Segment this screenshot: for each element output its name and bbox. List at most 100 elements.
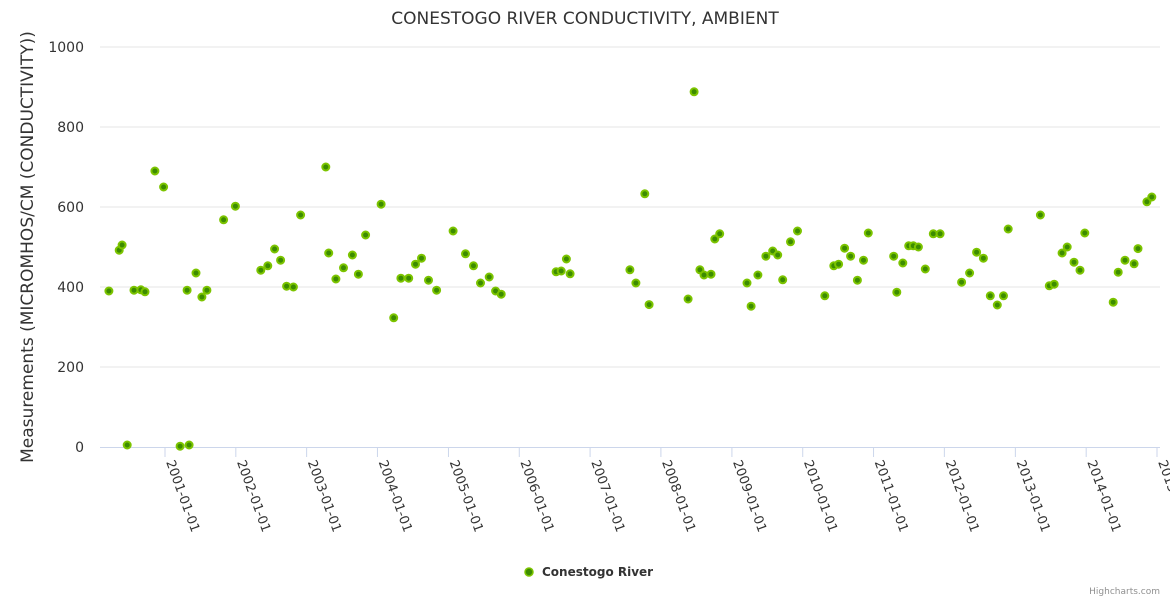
data-point[interactable] (104, 286, 114, 296)
data-point[interactable] (122, 440, 132, 450)
data-point[interactable] (761, 251, 771, 261)
data-point[interactable] (140, 287, 150, 297)
data-point[interactable] (556, 266, 566, 276)
data-point[interactable] (219, 215, 229, 225)
data-point[interactable] (625, 265, 635, 275)
data-point[interactable] (496, 289, 506, 299)
data-point[interactable] (476, 278, 485, 288)
data-point[interactable] (263, 261, 273, 271)
series-conestogo-river[interactable] (104, 87, 1157, 451)
data-point[interactable] (999, 291, 1008, 301)
data-point[interactable] (296, 210, 306, 220)
data-point[interactable] (339, 263, 348, 273)
data-point[interactable] (985, 291, 995, 301)
data-point[interactable] (331, 274, 341, 284)
data-point[interactable] (1129, 259, 1139, 269)
data-point[interactable] (859, 255, 868, 265)
data-point[interactable] (863, 228, 873, 238)
data-point[interactable] (699, 270, 709, 280)
data-point[interactable] (461, 249, 470, 259)
data-point[interactable] (484, 272, 494, 282)
data-point[interactable] (992, 300, 1002, 310)
data-point[interactable] (347, 250, 357, 260)
data-point[interactable] (191, 268, 201, 278)
data-point[interactable] (404, 273, 414, 283)
data-point[interactable] (117, 240, 127, 250)
data-point[interactable] (1108, 297, 1118, 307)
data-point[interactable] (361, 230, 371, 240)
data-point[interactable] (389, 313, 399, 323)
data-point[interactable] (448, 226, 458, 236)
data-point[interactable] (846, 251, 856, 261)
data-point[interactable] (321, 162, 331, 172)
data-point[interactable] (1003, 224, 1013, 234)
data-point[interactable] (689, 87, 699, 97)
data-point[interactable] (469, 261, 478, 271)
data-point[interactable] (753, 270, 763, 280)
data-point[interactable] (1069, 257, 1079, 267)
data-point[interactable] (773, 250, 783, 260)
data-point[interactable] (230, 201, 240, 211)
data-point[interactable] (288, 282, 298, 292)
data-point[interactable] (561, 254, 571, 264)
data-point[interactable] (683, 294, 693, 304)
data-point[interactable] (640, 189, 650, 199)
data-point[interactable] (270, 244, 280, 254)
data-point[interactable] (376, 199, 386, 209)
data-point[interactable] (892, 287, 902, 297)
data-point[interactable] (742, 278, 752, 288)
data-point[interactable] (1057, 248, 1067, 258)
data-point[interactable] (182, 285, 192, 295)
data-point[interactable] (565, 269, 575, 279)
data-point[interactable] (1035, 210, 1045, 220)
data-point[interactable] (706, 269, 716, 279)
data-point[interactable] (276, 255, 286, 265)
data-point[interactable] (644, 300, 654, 310)
legend-marker[interactable] (524, 567, 534, 577)
data-point[interactable] (432, 285, 442, 295)
data-point[interactable] (175, 441, 185, 451)
data-point[interactable] (820, 291, 830, 301)
data-point[interactable] (710, 234, 720, 244)
data-point[interactable] (920, 264, 930, 274)
data-point[interactable] (935, 229, 945, 239)
data-point[interactable] (913, 242, 923, 252)
data-point[interactable] (424, 275, 433, 285)
data-point[interactable] (631, 278, 641, 288)
legend-item-conestogo-river[interactable]: Conestogo River (542, 565, 653, 579)
data-point[interactable] (972, 247, 982, 257)
data-point[interactable] (889, 251, 899, 261)
data-point[interactable] (1147, 192, 1157, 202)
data-point[interactable] (965, 268, 975, 278)
data-point[interactable] (256, 265, 266, 275)
data-point[interactable] (396, 273, 406, 283)
data-point[interactable] (184, 440, 194, 450)
data-point[interactable] (324, 248, 334, 258)
data-point[interactable] (1080, 228, 1090, 238)
data-point[interactable] (1133, 244, 1143, 254)
data-point[interactable] (1120, 255, 1130, 265)
legend[interactable]: Conestogo River (524, 565, 653, 579)
data-point[interactable] (834, 259, 844, 269)
data-point[interactable] (978, 253, 988, 263)
data-point[interactable] (411, 259, 420, 269)
data-point[interactable] (852, 275, 862, 285)
data-point[interactable] (840, 243, 850, 253)
data-point[interactable] (898, 258, 908, 268)
data-point[interactable] (417, 253, 426, 263)
data-point[interactable] (1062, 242, 1072, 252)
credits-link[interactable]: Highcharts.com (1089, 587, 1160, 597)
data-point[interactable] (793, 226, 802, 236)
data-point[interactable] (197, 292, 207, 302)
data-point[interactable] (957, 277, 967, 287)
data-point[interactable] (786, 237, 795, 247)
data-point[interactable] (202, 285, 212, 295)
data-point[interactable] (1075, 265, 1085, 275)
data-point[interactable] (159, 182, 169, 192)
data-point[interactable] (715, 229, 725, 239)
data-point[interactable] (353, 269, 363, 279)
data-point[interactable] (778, 275, 788, 285)
data-point[interactable] (1049, 279, 1059, 289)
data-point[interactable] (746, 301, 756, 311)
data-point[interactable] (1113, 267, 1123, 277)
